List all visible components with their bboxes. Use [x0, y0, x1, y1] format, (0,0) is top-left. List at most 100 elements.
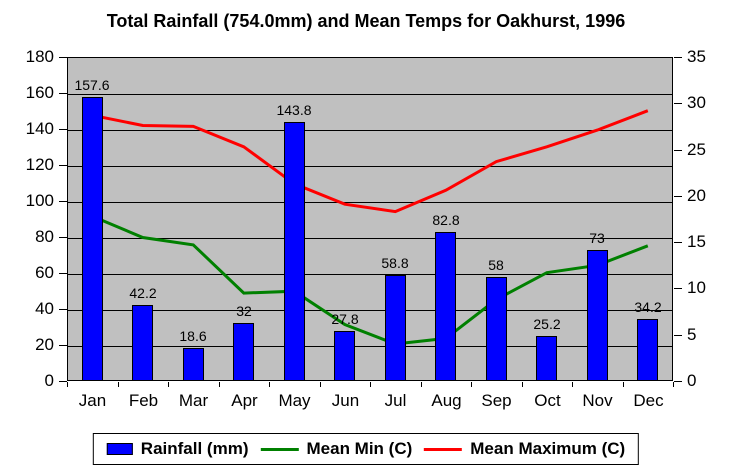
legend-label-mean-maximum-c: Mean Maximum (C): [470, 439, 626, 458]
month-label-jan: Jan: [78, 391, 107, 410]
bar-value-label-nov: 73: [589, 230, 605, 246]
bar-aug: [435, 232, 456, 381]
month-label-oct: Oct: [534, 391, 561, 410]
right-axis-tick: [674, 288, 682, 289]
month-label-aug: Aug: [431, 391, 462, 410]
bar-jul: [385, 275, 406, 381]
legend-label-rainfall-mm: Rainfall (mm): [140, 439, 249, 458]
bottom-axis-tick: [673, 382, 674, 387]
bar-apr: [233, 323, 254, 381]
legend-label-mean-min-c: Mean Min (C): [306, 439, 413, 458]
bar-feb: [132, 305, 153, 381]
legend-line-mean-maximum-c: [424, 447, 463, 451]
bar-value-label-may: 143.8: [276, 102, 312, 118]
left-axis-label: 60: [35, 263, 54, 282]
right-axis-tick: [674, 381, 682, 382]
gridline-40: [68, 310, 672, 311]
gridline-140: [68, 130, 672, 131]
month-label-nov: Nov: [582, 391, 613, 410]
left-axis-tick: [59, 345, 67, 346]
chart-title: Total Rainfall (754.0mm) and Mean Temps …: [106, 11, 626, 31]
left-axis-label: 0: [44, 371, 54, 390]
gridline-100: [68, 202, 672, 203]
bar-value-label-mar: 18.6: [179, 328, 207, 344]
gridline-160: [68, 94, 672, 95]
month-label-may: May: [278, 391, 311, 410]
bottom-axis-tick: [320, 382, 321, 387]
left-axis-tick: [59, 57, 67, 58]
gridline-60: [68, 274, 672, 275]
right-axis-label: 0: [687, 371, 697, 390]
left-axis-tick: [59, 129, 67, 130]
bottom-axis-tick: [219, 382, 220, 387]
bottom-axis-tick: [370, 382, 371, 387]
bar-value-label-apr: 32: [236, 303, 252, 319]
right-axis-label: 25: [687, 140, 706, 159]
bar-value-label-dec: 34.2: [634, 299, 662, 315]
left-axis-tick: [59, 93, 67, 94]
month-label-apr: Apr: [231, 391, 258, 410]
legend: Rainfall (mm) Mean Min (C) Mean Maximum (C…: [92, 433, 640, 465]
plot-area: [67, 57, 673, 381]
left-axis-label: 160: [25, 83, 54, 102]
left-axis-label: 140: [25, 119, 54, 138]
bar-value-label-oct: 25.2: [533, 316, 561, 332]
left-axis-tick: [59, 201, 67, 202]
bar-jun: [334, 331, 355, 381]
right-axis-tick: [674, 103, 682, 104]
bar-mar: [183, 348, 204, 381]
bottom-axis-tick: [471, 382, 472, 387]
right-axis-tick: [674, 196, 682, 197]
right-axis-tick: [674, 57, 682, 58]
right-axis-tick: [674, 335, 682, 336]
bottom-axis-tick: [168, 382, 169, 387]
bar-nov: [587, 250, 608, 381]
right-axis-tick: [674, 242, 682, 243]
bottom-axis-tick: [572, 382, 573, 387]
right-axis-tick: [674, 150, 682, 151]
right-axis-label: 15: [687, 232, 706, 251]
legend-item-mean-min-c: Mean Min (C): [260, 439, 412, 459]
right-axis-label: 20: [687, 186, 706, 205]
left-axis-label: 100: [25, 191, 54, 210]
month-label-dec: Dec: [633, 391, 664, 410]
bar-dec: [637, 319, 658, 381]
left-axis-tick: [59, 273, 67, 274]
bottom-axis-tick: [118, 382, 119, 387]
bar-may: [284, 122, 305, 381]
right-axis-label: 5: [687, 325, 697, 344]
gridline-20: [68, 346, 672, 347]
right-axis-label: 10: [687, 278, 706, 297]
left-axis-label: 40: [35, 299, 54, 318]
legend-line-mean-min-c: [260, 447, 299, 451]
gridline-120: [68, 166, 672, 167]
bar-value-label-jun: 27.8: [331, 311, 359, 327]
left-axis-tick: [59, 381, 67, 382]
bar-oct: [536, 336, 557, 381]
month-label-jul: Jul: [384, 391, 407, 410]
bottom-axis-tick: [269, 382, 270, 387]
legend-swatch-rainfall-mm: [106, 443, 133, 455]
bar-sep: [486, 277, 507, 381]
bar-value-label-jan: 157.6: [74, 77, 110, 93]
bar-jan: [82, 97, 103, 381]
right-axis-label: 35: [687, 47, 706, 66]
left-axis-label: 20: [35, 335, 54, 354]
bottom-axis-tick: [67, 382, 68, 387]
bar-value-label-sep: 58: [488, 257, 504, 273]
legend-item-rainfall-mm: Rainfall (mm): [106, 439, 249, 459]
bottom-axis-tick: [623, 382, 624, 387]
bottom-axis-tick: [522, 382, 523, 387]
legend-item-mean-maximum-c: Mean Maximum (C): [424, 439, 625, 459]
right-axis-label: 30: [687, 93, 706, 112]
month-label-mar: Mar: [178, 391, 209, 410]
left-axis-tick: [59, 237, 67, 238]
left-axis-label: 180: [25, 47, 54, 66]
left-axis-label: 80: [35, 227, 54, 246]
bar-value-label-jul: 58.8: [381, 255, 409, 271]
left-axis-tick: [59, 165, 67, 166]
bar-value-label-feb: 42.2: [129, 285, 157, 301]
month-label-jun: Jun: [331, 391, 360, 410]
bottom-axis-tick: [421, 382, 422, 387]
